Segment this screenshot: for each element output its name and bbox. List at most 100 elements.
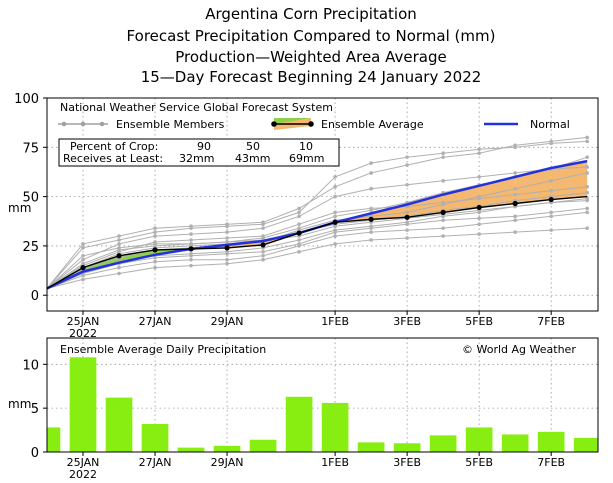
- percent-50: 50: [246, 140, 260, 153]
- ensemble-member-line: [46, 200, 588, 289]
- ensemble-member-point: [297, 210, 301, 215]
- bottom-x-tick-label: 3FEB: [393, 456, 421, 469]
- top-y-tick-label: 25: [22, 240, 39, 255]
- ensemble-member-point: [405, 210, 409, 215]
- ensemble-member-point: [297, 226, 301, 230]
- top-y-label: mm: [8, 201, 31, 215]
- model-header: National Weather Service Global Forecast…: [60, 101, 333, 114]
- ensemble-member-point: [261, 250, 265, 254]
- percent-table: Percent of Crop: Receives at Least: 90 5…: [58, 138, 340, 167]
- top-y-tick-label: 100: [14, 92, 39, 107]
- ensemble-member-point: [513, 230, 517, 234]
- daily-precip-bar: [429, 435, 457, 452]
- ensemble-member-point: [369, 238, 373, 242]
- ensemble-member-point: [189, 257, 193, 262]
- ensemble-member-point: [333, 230, 337, 234]
- ensemble-member-point: [261, 220, 265, 225]
- ensemble-member-line: [46, 166, 588, 289]
- ensemble-member-point: [477, 175, 481, 179]
- bottom-x-tick-label: 5FEB: [465, 456, 493, 469]
- ensemble-member-point: [405, 163, 409, 167]
- ensemble-member-point: [477, 232, 481, 236]
- ensemble-member-point: [369, 226, 373, 230]
- ensemble-member-point: [441, 179, 445, 183]
- bottom-x-tick-label: 1FEB: [321, 456, 349, 469]
- ensemble-member-point: [297, 206, 301, 211]
- ensemble-member-point: [153, 234, 157, 238]
- top-x-tick-label: 3FEB: [393, 315, 421, 328]
- chart-subtitle-2: Production—Weighted Area Average: [175, 48, 446, 66]
- ensemble-member-point: [153, 230, 157, 234]
- top-y-tick-label: 75: [22, 141, 39, 156]
- ensemble-member-point: [585, 165, 589, 169]
- daily-precip-bar: [177, 447, 205, 452]
- title-block: Argentina Corn Precipitation Forecast Pr…: [127, 5, 496, 86]
- ensemble-member-point: [333, 242, 337, 246]
- ensemble-member-line: [46, 140, 588, 289]
- ensemble-member-point: [405, 155, 409, 159]
- bottom-x-tick-label: 7FEB: [537, 456, 565, 469]
- ensemble-member-point: [405, 228, 409, 232]
- ensemble-member-point: [297, 214, 301, 219]
- ensemble-member-line: [46, 186, 588, 289]
- ensemble-average-point: [332, 219, 338, 225]
- ensemble-member-point: [441, 155, 445, 159]
- ensemble-member-point: [261, 253, 265, 258]
- ensemble-member-point: [189, 253, 193, 258]
- legend-average-label: Ensemble Average: [321, 118, 424, 131]
- bottom-y-tick-label: 5: [31, 402, 39, 417]
- bottom-y-tick-label: 0: [31, 446, 39, 461]
- percent-10: 10: [299, 140, 313, 153]
- credit-label: © World Ag Weather: [462, 343, 576, 356]
- top-x-tick-label: 27JAN: [139, 315, 172, 328]
- ensemble-member-point: [477, 194, 481, 199]
- ensemble-member-point: [297, 242, 301, 246]
- top-x-tick-label: 5FEB: [465, 315, 493, 328]
- ensemble-member-point: [117, 242, 121, 246]
- ensemble-member-point: [225, 261, 229, 266]
- ensemble-member-point: [225, 252, 229, 256]
- chart-subtitle-1: Forecast Precipitation Compared to Norma…: [127, 27, 496, 45]
- ensemble-member-point: [297, 222, 301, 227]
- ensemble-average-point: [296, 230, 302, 236]
- bottom-y-axis: 0 5 10: [22, 358, 47, 461]
- ensemble-member-point: [513, 171, 517, 175]
- ensemble-member-point: [333, 214, 337, 219]
- daily-precip-bar: [573, 437, 598, 452]
- ensemble-member-point: [441, 218, 445, 223]
- daily-header: Ensemble Average Daily Precipitation: [60, 343, 266, 356]
- ensemble-member-point: [405, 236, 409, 240]
- ensemble-member-point: [549, 188, 553, 193]
- legend-members: Ensemble Members: [58, 118, 225, 131]
- ensemble-member-line: [46, 227, 588, 289]
- daily-precip-bar: [69, 357, 97, 452]
- top-x-tick-sublabel: 2022: [69, 327, 97, 340]
- ensemble-member-point: [441, 202, 445, 207]
- daily-precip-bar: [141, 423, 169, 452]
- ensemble-average-point: [152, 247, 158, 253]
- ensemble-member-point: [261, 226, 265, 230]
- ensemble-member-point: [81, 257, 85, 262]
- ensemble-average-point: [116, 253, 122, 259]
- daily-precip-bar: [501, 434, 529, 452]
- top-y-tick-label: 0: [31, 289, 39, 304]
- bottom-x-tick-sublabel: 2022: [69, 468, 97, 481]
- ensemble-member-point: [513, 218, 517, 223]
- ensemble-member-point: [477, 222, 481, 227]
- ensemble-member-point: [81, 246, 85, 250]
- ensemble-average-point: [404, 214, 410, 220]
- ensemble-average-point: [440, 209, 446, 215]
- ensemble-member-point: [513, 143, 517, 148]
- top-plot-frame: [46, 97, 599, 312]
- legend-normal-label: Normal: [530, 118, 570, 131]
- ensemble-member-point: [153, 242, 157, 246]
- daily-precip-bar: [249, 439, 277, 452]
- daily-precip-bar: [47, 427, 61, 452]
- bottom-x-tick-label: 25JAN: [67, 456, 100, 469]
- top-y-tick-label: 50: [22, 191, 39, 206]
- ensemble-member-point: [225, 222, 229, 227]
- bottom-x-tick-label: 27JAN: [139, 456, 172, 469]
- ensemble-member-point: [117, 234, 121, 238]
